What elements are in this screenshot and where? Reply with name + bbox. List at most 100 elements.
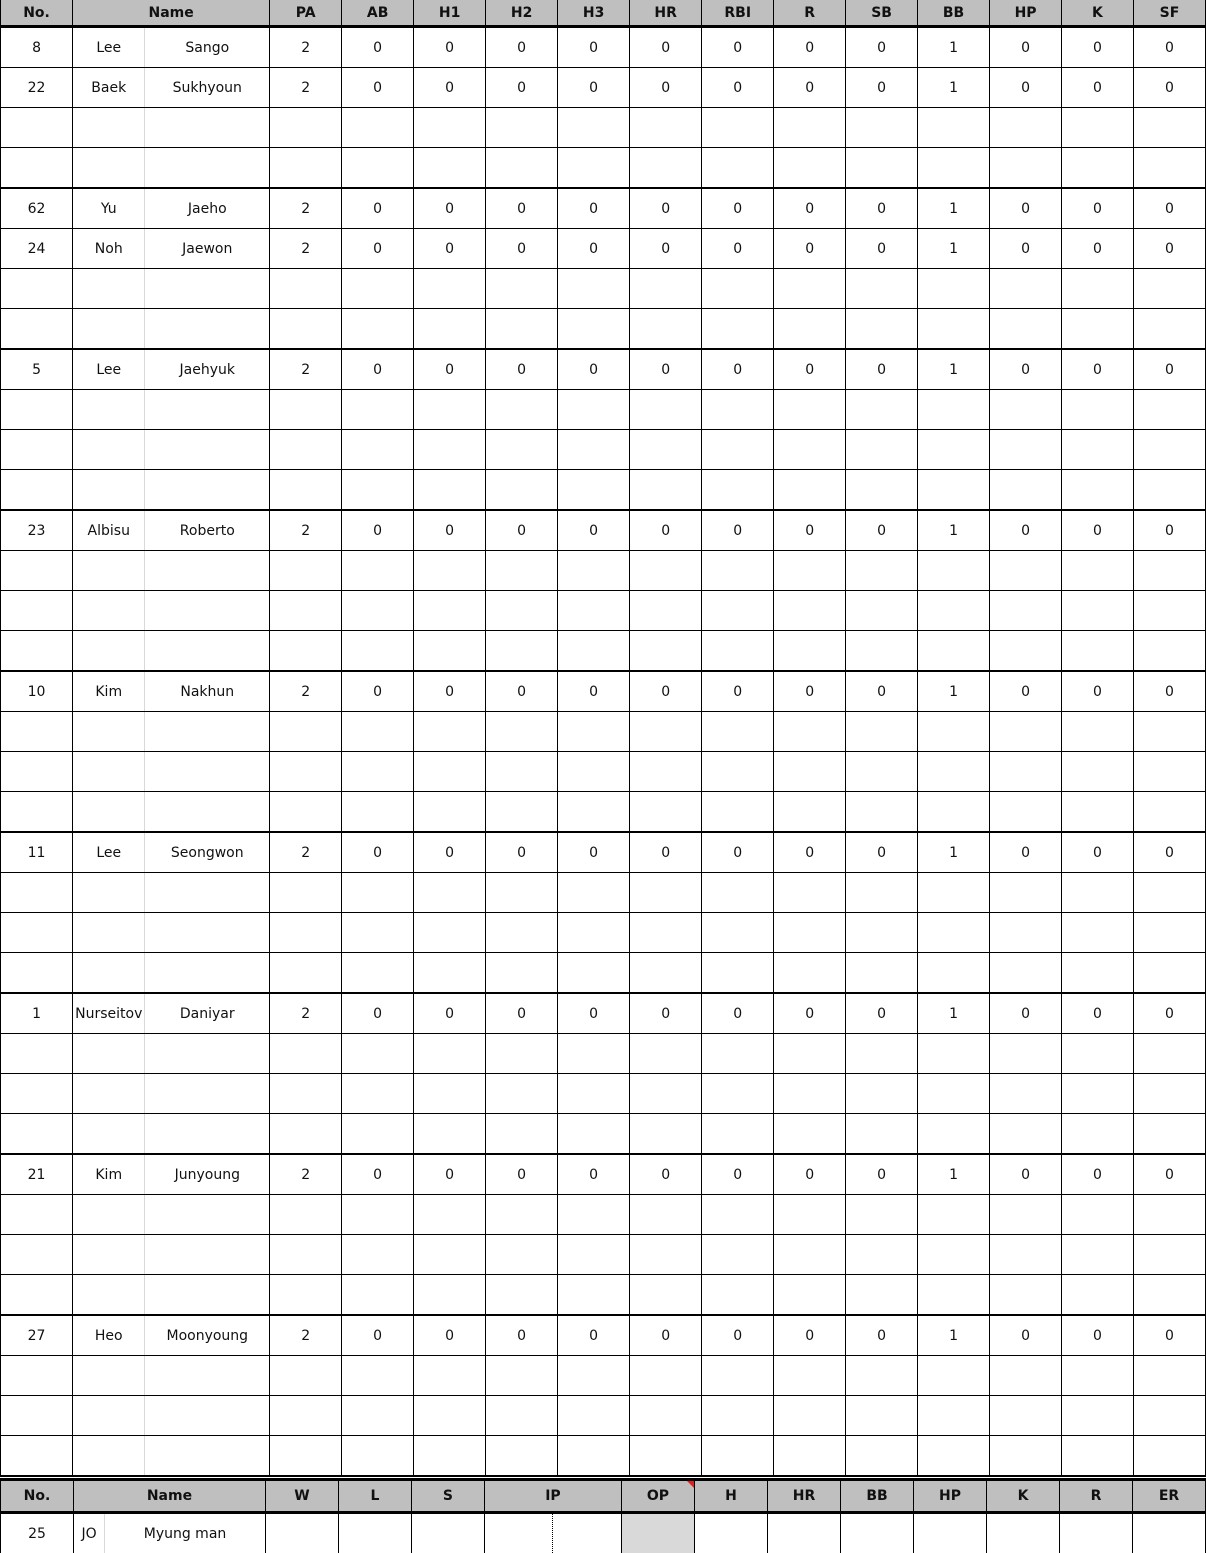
cell-ab[interactable] — [341, 791, 415, 833]
cell-bb[interactable] — [917, 1033, 991, 1074]
cell-h2[interactable] — [485, 1073, 559, 1114]
cell-h3[interactable] — [557, 1395, 631, 1436]
cell-last-name[interactable]: Moonyoung — [144, 1314, 271, 1356]
cell-r[interactable]: 0 — [773, 831, 847, 873]
cell-sb[interactable]: 0 — [845, 1314, 919, 1356]
cell-k[interactable]: 0 — [1061, 1314, 1134, 1356]
cell-bb[interactable] — [917, 872, 991, 913]
cell-ab[interactable]: 0 — [341, 187, 415, 229]
cell-hr[interactable] — [629, 268, 703, 309]
cell-rbi[interactable] — [701, 1435, 775, 1477]
cell-last-name[interactable] — [144, 1355, 271, 1396]
cell-hr[interactable] — [629, 590, 703, 631]
cell-no[interactable]: 5 — [0, 348, 74, 390]
cell-op[interactable] — [621, 1512, 695, 1553]
cell-h1[interactable] — [413, 1033, 487, 1074]
cell-ab[interactable] — [341, 1113, 415, 1155]
cell-sf[interactable] — [1132, 1234, 1206, 1275]
cell-rbi[interactable] — [701, 751, 775, 792]
cell-k[interactable] — [1061, 1194, 1134, 1235]
cell-hr[interactable] — [767, 1512, 841, 1553]
cell-hr[interactable]: 0 — [629, 1153, 703, 1195]
cell-bb[interactable] — [917, 469, 991, 511]
cell-no[interactable] — [0, 1033, 74, 1074]
cell-h2[interactable] — [485, 147, 559, 189]
cell-no[interactable] — [0, 147, 74, 189]
cell-sf[interactable]: 0 — [1132, 831, 1206, 873]
cell-ab[interactable]: 0 — [341, 1153, 415, 1195]
cell-sf[interactable] — [1132, 1073, 1206, 1114]
cell-h3[interactable] — [557, 268, 631, 309]
cell-no[interactable]: 27 — [0, 1314, 74, 1356]
cell-hp[interactable] — [989, 550, 1063, 591]
cell-r[interactable]: 0 — [773, 228, 847, 269]
cell-h1[interactable]: 0 — [413, 1153, 487, 1195]
cell-sf[interactable] — [1132, 268, 1206, 309]
cell-sb[interactable]: 0 — [845, 228, 919, 269]
cell-last-name[interactable]: Sukhyoun — [144, 67, 271, 108]
cell-pa[interactable] — [269, 1073, 343, 1114]
cell-hp[interactable] — [989, 1113, 1063, 1155]
cell-h3[interactable] — [557, 469, 631, 511]
cell-first-name[interactable] — [72, 107, 146, 148]
cell-first-name[interactable]: JO — [72, 1512, 106, 1553]
cell-r[interactable] — [773, 550, 847, 591]
cell-h3[interactable] — [557, 550, 631, 591]
cell-hp[interactable] — [989, 952, 1063, 994]
cell-h2[interactable]: 0 — [485, 348, 559, 390]
cell-k[interactable]: 0 — [1061, 228, 1134, 269]
cell-last-name[interactable] — [144, 912, 271, 953]
cell-sf[interactable] — [1132, 1395, 1206, 1436]
cell-sb[interactable] — [845, 107, 919, 148]
cell-no[interactable]: 21 — [0, 1153, 74, 1195]
cell-sf[interactable]: 0 — [1132, 1153, 1206, 1195]
cell-last-name[interactable]: Jaewon — [144, 228, 271, 269]
cell-last-name[interactable] — [144, 1234, 271, 1275]
cell-sb[interactable] — [845, 308, 919, 350]
cell-first-name[interactable]: Noh — [72, 228, 146, 269]
cell-h1[interactable] — [413, 630, 487, 672]
cell-h2[interactable]: 0 — [485, 831, 559, 873]
cell-h3[interactable] — [557, 1033, 631, 1074]
cell-first-name[interactable] — [72, 1274, 146, 1316]
cell-h3[interactable]: 0 — [557, 1314, 631, 1356]
cell-hp[interactable] — [989, 308, 1063, 350]
cell-rbi[interactable] — [701, 550, 775, 591]
cell-h2[interactable]: 0 — [485, 1153, 559, 1195]
cell-k[interactable]: 0 — [1061, 509, 1134, 551]
cell-h2[interactable] — [485, 107, 559, 148]
cell-no[interactable] — [0, 1435, 74, 1477]
cell-pa[interactable] — [269, 550, 343, 591]
cell-last-name[interactable]: Roberto — [144, 509, 271, 551]
cell-first-name[interactable] — [72, 550, 146, 591]
cell-h1[interactable] — [413, 711, 487, 752]
cell-hp[interactable] — [989, 147, 1063, 189]
cell-h1[interactable] — [413, 469, 487, 511]
cell-ip-whole[interactable] — [483, 1512, 554, 1553]
cell-first-name[interactable] — [72, 1033, 146, 1074]
cell-r[interactable] — [773, 107, 847, 148]
cell-h1[interactable]: 0 — [413, 992, 487, 1034]
cell-first-name[interactable]: Lee — [72, 26, 146, 68]
cell-hr[interactable]: 0 — [629, 831, 703, 873]
cell-hr[interactable] — [629, 952, 703, 994]
cell-hp[interactable]: 0 — [989, 831, 1063, 873]
cell-ab[interactable] — [341, 630, 415, 672]
cell-first-name[interactable] — [72, 1234, 146, 1275]
cell-k[interactable] — [1061, 1033, 1134, 1074]
cell-hr[interactable] — [629, 872, 703, 913]
cell-no[interactable] — [0, 268, 74, 309]
cell-h1[interactable] — [413, 107, 487, 148]
cell-first-name[interactable] — [72, 751, 146, 792]
cell-sf[interactable] — [1132, 952, 1206, 994]
cell-no[interactable]: 1 — [0, 992, 74, 1034]
cell-sb[interactable] — [845, 469, 919, 511]
cell-hp[interactable] — [989, 469, 1063, 511]
cell-k[interactable] — [1061, 791, 1134, 833]
cell-ab[interactable] — [341, 147, 415, 189]
cell-sf[interactable] — [1132, 1435, 1206, 1477]
cell-hp[interactable] — [989, 1234, 1063, 1275]
cell-ab[interactable] — [341, 1073, 415, 1114]
cell-h2[interactable] — [485, 630, 559, 672]
cell-r[interactable] — [773, 1274, 847, 1316]
